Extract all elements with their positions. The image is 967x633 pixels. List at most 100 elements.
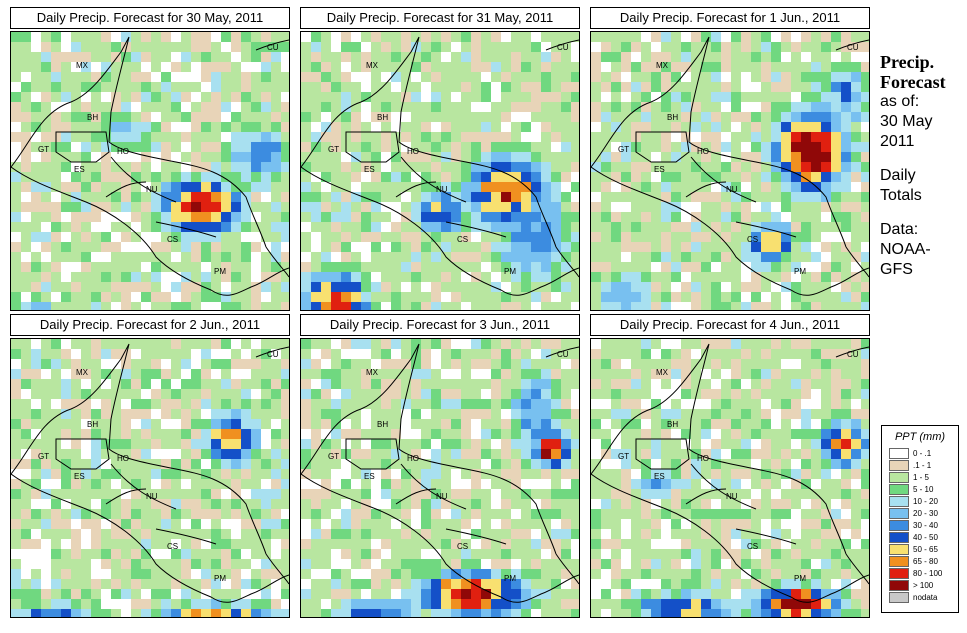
grid-cell [751, 142, 761, 152]
grid-cell [381, 479, 391, 489]
grid-cell [841, 152, 851, 162]
grid-cell [121, 539, 131, 549]
grid-cell [761, 589, 771, 599]
grid-cell [361, 359, 371, 369]
grid-cell [811, 509, 821, 519]
grid-cell [61, 469, 71, 479]
grid-cell [301, 52, 311, 62]
grid-cell [591, 142, 601, 152]
grid-cell [741, 349, 751, 359]
grid-cell [341, 489, 351, 499]
grid-cell [741, 469, 751, 479]
grid-cell [701, 62, 711, 72]
grid-cell [261, 489, 271, 499]
grid-cell [51, 52, 61, 62]
grid-cell [11, 232, 21, 242]
grid-cell [611, 302, 621, 310]
grid-cell [451, 272, 461, 282]
grid-cell [641, 132, 651, 142]
grid-cell [801, 419, 811, 429]
grid-cell [131, 92, 141, 102]
grid-cell [191, 262, 201, 272]
grid-cell [21, 82, 31, 92]
grid-cell [381, 359, 391, 369]
grid-cell [741, 549, 751, 559]
grid-cell [591, 409, 601, 419]
grid-cell [691, 302, 701, 310]
grid-cell [161, 339, 171, 349]
grid-cell [761, 282, 771, 292]
grid-cell [821, 32, 831, 42]
grid-cell [41, 222, 51, 232]
grid-cell [201, 519, 211, 529]
grid-cell [651, 232, 661, 242]
grid-cell [41, 379, 51, 389]
grid-cell [591, 509, 601, 519]
grid-cell [601, 42, 611, 52]
grid-cell [151, 549, 161, 559]
grid-cell [201, 499, 211, 509]
grid-cell [841, 52, 851, 62]
grid-cell [721, 449, 731, 459]
grid-cell [811, 202, 821, 212]
grid-cell [241, 359, 251, 369]
grid-cell [381, 282, 391, 292]
grid-cell [401, 192, 411, 202]
grid-cell [251, 122, 261, 132]
grid-cell [211, 439, 221, 449]
grid-cell [201, 42, 211, 52]
grid-cell [261, 292, 271, 302]
grid-cell [231, 252, 241, 262]
grid-cell [861, 92, 869, 102]
grid-cell [421, 429, 431, 439]
grid-cell [701, 32, 711, 42]
grid-cell [791, 409, 801, 419]
grid-cell [41, 599, 51, 609]
grid-cell [41, 579, 51, 589]
data-source-1: NOAA- [880, 241, 931, 258]
grid-cell [491, 459, 501, 469]
grid-cell [601, 212, 611, 222]
grid-cell [281, 222, 289, 232]
grid-cell [201, 359, 211, 369]
grid-cell [781, 449, 791, 459]
grid-cell [351, 529, 361, 539]
grid-cell [381, 212, 391, 222]
grid-cell [111, 599, 121, 609]
grid-cell [11, 282, 21, 292]
grid-cell [181, 559, 191, 569]
grid-cell [31, 609, 41, 617]
grid-cell [171, 479, 181, 489]
grid-cell [831, 439, 841, 449]
grid-cell [321, 439, 331, 449]
grid-cell [221, 379, 231, 389]
grid-cell [571, 242, 579, 252]
grid-cell [341, 52, 351, 62]
legend-swatch [889, 507, 909, 519]
grid-cell [511, 162, 521, 172]
grid-cell [121, 459, 131, 469]
grid-cell [81, 32, 91, 42]
grid-cell [181, 212, 191, 222]
grid-cell [791, 172, 801, 182]
grid-cell [751, 499, 761, 509]
grid-cell [281, 529, 289, 539]
grid-cell [31, 559, 41, 569]
grid-cell [621, 559, 631, 569]
grid-cell [451, 549, 461, 559]
grid-cell [51, 519, 61, 529]
grid-cell [651, 349, 661, 359]
grid-cell [11, 112, 21, 122]
grid-cell [31, 272, 41, 282]
grid-cell [321, 409, 331, 419]
grid-cell [751, 202, 761, 212]
grid-cell [111, 449, 121, 459]
grid-cell [521, 242, 531, 252]
grid-cell [721, 192, 731, 202]
grid-cell [481, 429, 491, 439]
grid-cell [381, 222, 391, 232]
grid-cell [611, 449, 621, 459]
grid-cell [281, 172, 289, 182]
grid-cell [491, 252, 501, 262]
